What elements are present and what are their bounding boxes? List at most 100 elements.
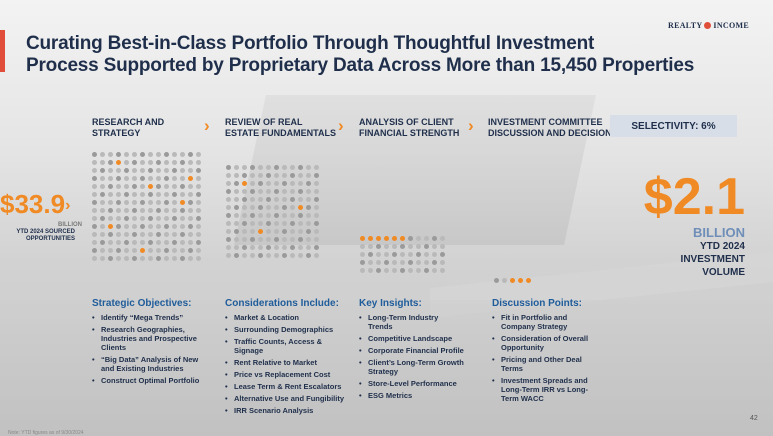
funnel-dot <box>148 216 153 221</box>
funnel-dot <box>290 229 295 234</box>
funnel-dot <box>250 173 255 178</box>
funnel-dot <box>196 168 201 173</box>
funnel-dot <box>196 248 201 253</box>
column-discussion-points: Discussion Points: Fit in Portfolio and … <box>492 298 602 406</box>
funnel-dot <box>298 245 303 250</box>
funnel-dot <box>306 181 311 186</box>
funnel-dot <box>290 197 295 202</box>
funnel-dot <box>132 160 137 165</box>
funnel-dot <box>290 205 295 210</box>
funnel-dot <box>140 232 145 237</box>
funnel-dot <box>282 253 287 258</box>
funnel-dot <box>290 165 295 170</box>
funnel-dot <box>180 224 185 229</box>
funnel-dot <box>140 152 145 157</box>
funnel-dot <box>164 240 169 245</box>
funnel-dot <box>188 256 193 261</box>
funnel-dot <box>432 268 437 273</box>
list-item: “Big Data” Analysis of New and Existing … <box>92 355 210 373</box>
funnel-dot <box>314 245 319 250</box>
funnel-dot <box>172 160 177 165</box>
funnel-dot <box>92 240 97 245</box>
funnel-dot <box>234 189 239 194</box>
funnel-dot <box>432 244 437 249</box>
funnel-dot <box>180 160 185 165</box>
funnel-dot <box>306 229 311 234</box>
funnel-dot <box>164 256 169 261</box>
funnel-dot <box>242 197 247 202</box>
funnel-dot <box>116 248 121 253</box>
funnel-dot <box>234 253 239 258</box>
funnel-dot <box>116 240 121 245</box>
funnel-dot <box>148 176 153 181</box>
funnel-dot <box>282 189 287 194</box>
funnel-dot <box>274 173 279 178</box>
funnel-dot <box>180 232 185 237</box>
funnel-dot <box>116 168 121 173</box>
funnel-dot <box>408 244 413 249</box>
funnel-dot <box>132 232 137 237</box>
funnel-dot <box>314 197 319 202</box>
funnel-dot <box>258 173 263 178</box>
funnel-dot <box>164 160 169 165</box>
funnel-dot <box>226 165 231 170</box>
investment-label-line: YTD 2024 <box>699 241 745 252</box>
funnel-dot <box>306 253 311 258</box>
funnel-dot <box>164 232 169 237</box>
list-item: Corporate Financial Profile <box>359 346 464 355</box>
funnel-dot <box>116 176 121 181</box>
funnel-dot <box>124 168 129 173</box>
funnel-dot <box>298 213 303 218</box>
funnel-dot <box>314 181 319 186</box>
funnel-dot <box>148 248 153 253</box>
funnel-dot <box>124 192 129 197</box>
funnel-dot <box>132 184 137 189</box>
funnel-dot <box>392 252 397 257</box>
funnel-dot <box>116 256 121 261</box>
list-item: Competitive Landscape <box>359 334 464 343</box>
step-label-line: REVIEW OF REAL <box>225 117 303 127</box>
funnel-dot <box>360 244 365 249</box>
funnel-dot <box>424 244 429 249</box>
funnel-dot <box>258 221 263 226</box>
step-label-line: RESEARCH AND <box>92 117 165 127</box>
funnel-dot <box>250 197 255 202</box>
chevron-right-icon: › <box>468 116 474 135</box>
step-committee: INVESTMENT COMMITTEE DISCUSSION AND DECI… <box>488 117 612 139</box>
funnel-dot <box>250 205 255 210</box>
column-considerations: Considerations Include: Market & Locatio… <box>225 298 350 418</box>
funnel-dot <box>306 245 311 250</box>
list-item: Market & Location <box>225 313 350 322</box>
funnel-dot <box>92 232 97 237</box>
funnel-dot <box>100 256 105 261</box>
funnel-dot <box>132 216 137 221</box>
funnel-dot <box>92 152 97 157</box>
funnel-dot <box>124 160 129 165</box>
column-list: Market & Location Surrounding Demographic… <box>225 313 350 415</box>
funnel-dot <box>196 152 201 157</box>
funnel-dot <box>440 244 445 249</box>
funnel-dot <box>298 229 303 234</box>
funnel-dot <box>180 216 185 221</box>
funnel-dot <box>234 205 239 210</box>
funnel-dot <box>290 189 295 194</box>
funnel-dot <box>242 165 247 170</box>
funnel-dot <box>148 168 153 173</box>
funnel-dot <box>408 260 413 265</box>
funnel-dot <box>290 173 295 178</box>
funnel-dot <box>290 213 295 218</box>
funnel-dot <box>148 240 153 245</box>
funnel-dot <box>108 168 113 173</box>
funnel-dot <box>172 200 177 205</box>
funnel-dot <box>140 192 145 197</box>
funnel-dot <box>432 252 437 257</box>
funnel-dot <box>116 160 121 165</box>
funnel-dot <box>384 268 389 273</box>
funnel-dot <box>306 221 311 226</box>
funnel-dot <box>440 260 445 265</box>
funnel-dot <box>314 189 319 194</box>
funnel-dot <box>290 245 295 250</box>
funnel-dot <box>116 184 121 189</box>
funnel-dot <box>306 213 311 218</box>
list-item: Fit in Portfolio and Company Strategy <box>492 313 602 331</box>
